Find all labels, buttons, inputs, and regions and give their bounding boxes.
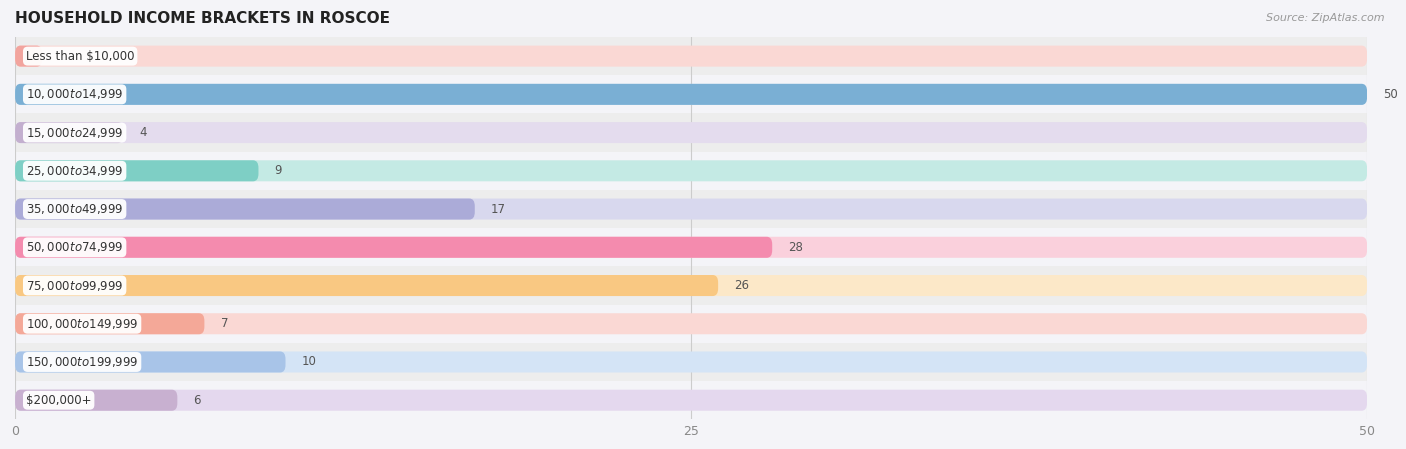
Bar [15,37,1367,75]
FancyBboxPatch shape [15,275,1367,296]
Text: 6: 6 [194,394,201,407]
Text: 7: 7 [221,317,228,330]
Text: $100,000 to $149,999: $100,000 to $149,999 [25,317,138,331]
Text: 1: 1 [59,50,66,62]
Text: 4: 4 [139,126,148,139]
Bar [15,190,1367,228]
FancyBboxPatch shape [15,313,204,334]
Bar [15,75,1367,114]
Text: 9: 9 [274,164,283,177]
Text: $150,000 to $199,999: $150,000 to $199,999 [25,355,138,369]
FancyBboxPatch shape [15,237,772,258]
Text: $50,000 to $74,999: $50,000 to $74,999 [25,240,124,254]
Bar [15,343,1367,381]
Text: 17: 17 [491,202,506,216]
Text: $75,000 to $99,999: $75,000 to $99,999 [25,278,124,292]
FancyBboxPatch shape [15,237,1367,258]
FancyBboxPatch shape [15,390,1367,411]
FancyBboxPatch shape [15,160,259,181]
Text: 10: 10 [302,356,316,369]
FancyBboxPatch shape [15,390,177,411]
Text: Less than $10,000: Less than $10,000 [25,50,135,62]
FancyBboxPatch shape [15,84,1367,105]
Bar [15,152,1367,190]
Bar [15,381,1367,419]
FancyBboxPatch shape [15,160,1367,181]
FancyBboxPatch shape [15,352,285,373]
Text: HOUSEHOLD INCOME BRACKETS IN ROSCOE: HOUSEHOLD INCOME BRACKETS IN ROSCOE [15,11,389,26]
FancyBboxPatch shape [15,46,1367,66]
Bar [15,114,1367,152]
Text: $15,000 to $24,999: $15,000 to $24,999 [25,126,124,140]
FancyBboxPatch shape [15,198,1367,220]
FancyBboxPatch shape [15,313,1367,334]
FancyBboxPatch shape [15,46,42,66]
Text: 26: 26 [734,279,749,292]
FancyBboxPatch shape [15,275,718,296]
Bar [15,228,1367,266]
FancyBboxPatch shape [15,198,475,220]
Text: $35,000 to $49,999: $35,000 to $49,999 [25,202,124,216]
FancyBboxPatch shape [15,352,1367,373]
Text: 28: 28 [789,241,803,254]
FancyBboxPatch shape [15,122,124,143]
Text: $25,000 to $34,999: $25,000 to $34,999 [25,164,124,178]
Bar [15,266,1367,304]
Text: $10,000 to $14,999: $10,000 to $14,999 [25,88,124,101]
Text: $200,000+: $200,000+ [25,394,91,407]
Text: 50: 50 [1384,88,1398,101]
Text: Source: ZipAtlas.com: Source: ZipAtlas.com [1267,13,1385,23]
Bar [15,304,1367,343]
FancyBboxPatch shape [15,122,1367,143]
FancyBboxPatch shape [15,84,1367,105]
